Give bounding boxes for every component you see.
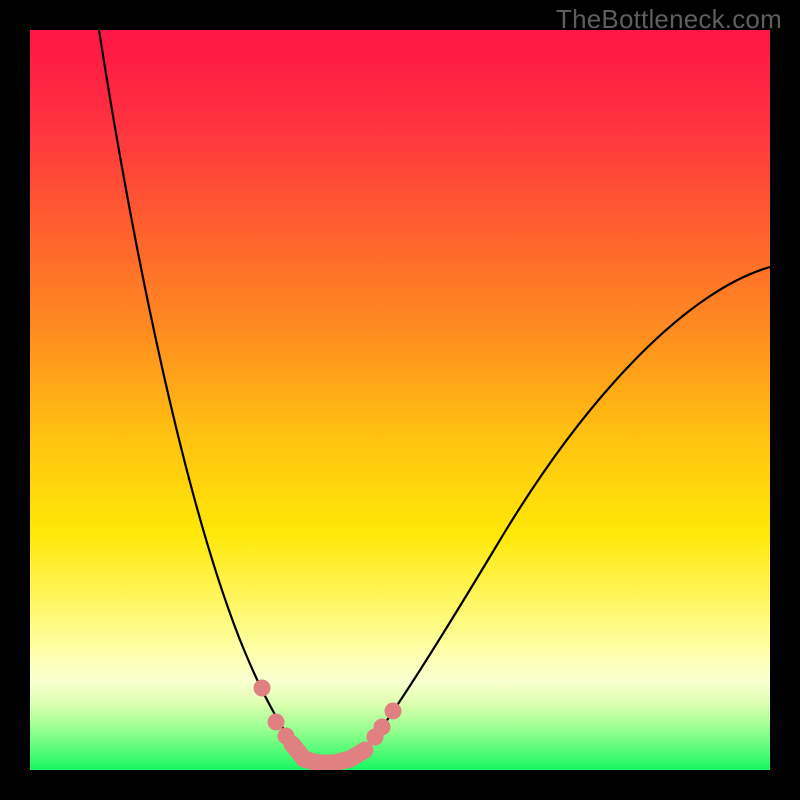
watermark-text: TheBottleneck.com — [556, 4, 782, 35]
gradient-background — [30, 30, 770, 770]
right-marker-dot-2 — [385, 703, 402, 720]
left-marker-dot-0 — [254, 680, 271, 697]
left-marker-segment — [292, 744, 304, 759]
chart-svg — [30, 30, 770, 770]
plot-area — [30, 30, 770, 770]
right-marker-dot-1 — [374, 719, 391, 736]
left-marker-dot-2 — [278, 728, 295, 745]
left-marker-dot-1 — [268, 714, 285, 731]
